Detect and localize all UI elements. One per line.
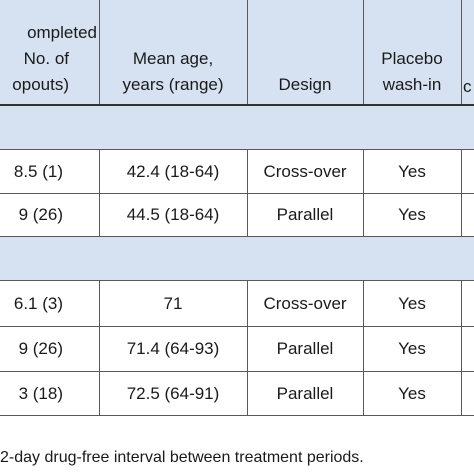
table-cell-design: Parallel: [276, 205, 334, 224]
col-divider: [99, 0, 100, 104]
table-cell-completed: 6.1 (3): [13, 293, 63, 313]
table-cell-mean-age: 72.5 (64-91): [126, 383, 220, 403]
header-next-col-glyph: c: [463, 77, 472, 96]
table-cell-completed: 9 (26): [18, 205, 63, 224]
row-rule: [0, 280, 474, 281]
col-divider: [247, 149, 248, 236]
header-placebo-line2: wash-in: [382, 75, 442, 94]
table-cell-mean-age: 71: [163, 293, 183, 313]
header-completed: ompleted No. of opouts): [0, 0, 99, 104]
section-band-1: [0, 106, 474, 149]
col-divider: [99, 280, 100, 415]
row-rule: [0, 326, 474, 327]
col-divider: [99, 149, 100, 236]
header-completed-line2: No. of: [23, 49, 69, 68]
table-cell-mean-age: 71.4 (64-93): [126, 339, 220, 358]
table-footnote: 2-day drug-free interval between treatme…: [0, 449, 364, 466]
table-cell-placebo: Yes: [398, 339, 426, 358]
header-mean-age: Mean age, years (range): [99, 0, 247, 104]
header-rule: [0, 104, 474, 106]
table-cell-placebo: Yes: [398, 161, 426, 181]
col-divider: [247, 280, 248, 415]
table-cell-design: Parallel: [276, 383, 334, 403]
header-next-col-fragment: c: [463, 74, 474, 100]
table-header-band: [0, 0, 474, 104]
table-cell-design: Cross-over: [263, 293, 347, 313]
table-cell-mean-age: 44.5 (18-64): [126, 205, 220, 224]
table-cell-design: Parallel: [276, 339, 334, 358]
row-rule: [0, 193, 474, 194]
col-divider: [363, 0, 364, 104]
header-mean-age-line1: Mean age,: [132, 49, 214, 68]
table-cell-completed: 8.5 (1): [13, 161, 63, 181]
table-cell-completed: 9 (26): [18, 339, 63, 358]
col-divider: [247, 0, 248, 104]
col-divider: [461, 280, 462, 415]
table-cell-mean-age: 42.4 (18-64): [126, 161, 220, 181]
table-cell-design: Cross-over: [263, 161, 347, 181]
table-bottom-rule: [0, 415, 474, 416]
table-cell-placebo: Yes: [398, 205, 426, 224]
header-placebo: Placebo wash-in: [363, 0, 461, 104]
section-band-2: [0, 236, 474, 280]
header-completed-line1: ompleted: [27, 23, 97, 42]
header-completed-line3: opouts): [12, 75, 69, 94]
col-divider: [363, 280, 364, 415]
row-rule: [0, 236, 474, 237]
table-cell-placebo: Yes: [398, 383, 426, 403]
header-placebo-line1: Placebo: [381, 49, 443, 68]
col-divider: [461, 0, 462, 104]
col-divider: [461, 149, 462, 236]
table-cell-placebo: Yes: [398, 293, 426, 313]
header-design-label: Design: [278, 75, 332, 94]
row-rule: [0, 149, 474, 150]
header-mean-age-line2: years (range): [122, 75, 224, 94]
table-cell-completed: 3 (18): [18, 383, 63, 403]
row-rule: [0, 371, 474, 372]
col-divider: [363, 149, 364, 236]
header-design: Design: [247, 0, 363, 104]
